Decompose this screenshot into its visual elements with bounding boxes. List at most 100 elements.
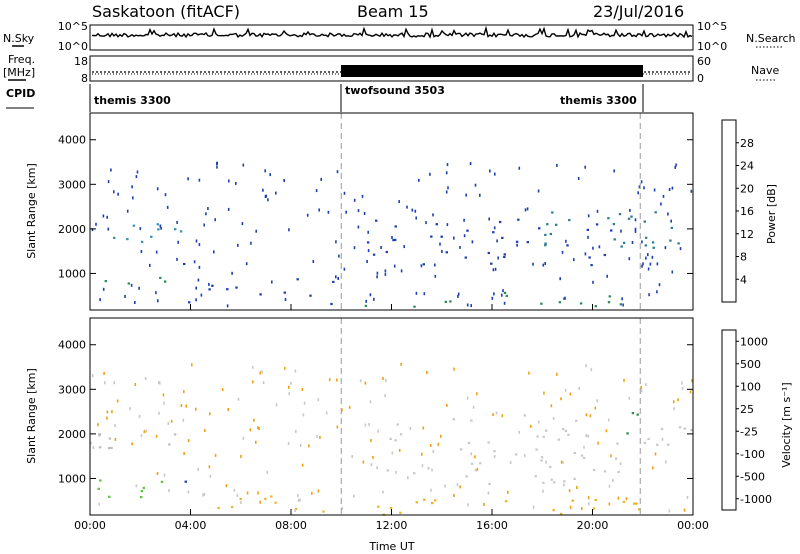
power-scatter-point: [479, 193, 481, 197]
vel-scatter-point: [509, 461, 512, 465]
vel-scatter-point: [596, 399, 598, 403]
vel-scatter-point: [257, 491, 259, 495]
power-scatter-point: [338, 254, 340, 258]
power-scatter-point: [176, 257, 178, 261]
vel-scatter-point: [530, 424, 532, 428]
vel-scatter-point: [214, 453, 217, 457]
power-cell: [174, 228, 177, 231]
vel-scatter-point: [625, 497, 628, 501]
vel-cell: [396, 423, 399, 426]
vel-scatter-point: [140, 434, 143, 438]
vel-scatter-point: [252, 380, 254, 384]
vel-cell: [656, 443, 659, 446]
power-scatter-point: [671, 270, 674, 274]
power-scatter-point: [195, 298, 197, 302]
nsky-tick-low: 10^0: [58, 40, 88, 53]
power-cell: [501, 236, 504, 239]
vel-scatter-point: [249, 428, 252, 432]
power-cell: [503, 291, 507, 294]
vel-scatter-point: [576, 486, 578, 489]
nsearch-tick-high: 10^5: [697, 20, 727, 33]
power-scatter-point: [643, 186, 645, 190]
vel-scatter-point: [545, 460, 547, 464]
vel-cell: [564, 429, 568, 432]
vel-scatter-point: [483, 503, 485, 506]
vel-scatter-point: [113, 381, 115, 385]
vel-cell: [431, 502, 434, 505]
vel-scatter-point: [398, 448, 401, 452]
power-scatter-point: [537, 189, 540, 193]
power-cell: [613, 238, 616, 241]
power-scatter-point: [203, 223, 205, 227]
vel-cell: [622, 500, 626, 503]
vel-scatter-point: [257, 426, 259, 430]
power-cell: [610, 229, 613, 232]
power-scatter-point: [466, 303, 469, 307]
vel-scatter-point: [421, 464, 424, 468]
vel-cell: [536, 435, 539, 438]
nsky-label: N.Sky: [3, 32, 35, 45]
power-scatter-point: [140, 250, 143, 253]
power-scatter-point: [584, 165, 586, 169]
vel-scatter-point: [382, 376, 384, 380]
vel-scatter-point: [240, 454, 242, 458]
vel-scatter-point: [661, 437, 664, 441]
power-cell: [622, 241, 626, 244]
cpid-mode-1: themis 3300: [94, 94, 171, 107]
nsky-tick-high: 10^5: [58, 20, 88, 33]
power-cell: [558, 301, 562, 304]
vel-scatter-point: [578, 387, 580, 390]
vel-cell: [264, 497, 267, 500]
vel-scatter-point: [168, 489, 170, 492]
beam-title: Beam 15: [357, 2, 429, 21]
power-scatter-point: [138, 286, 140, 290]
power-scatter-point: [283, 179, 285, 182]
freq-label: Freq.: [8, 53, 35, 66]
vel-cell: [635, 502, 638, 505]
vel-cell: [592, 507, 596, 510]
vel-scatter-point: [677, 398, 679, 402]
vel-cell: [603, 470, 607, 473]
vel-scatter-point: [409, 427, 412, 430]
power-scatter-point: [107, 180, 110, 184]
power-cbar-tick-label: 8: [740, 251, 747, 264]
vel-scatter-point: [297, 494, 299, 498]
power-scatter-point: [544, 262, 546, 265]
vel-scatter-point: [537, 420, 540, 424]
power-scatter-point: [335, 275, 337, 279]
vel-scatter-point: [422, 426, 425, 430]
power-cell: [566, 244, 569, 247]
power-yticks: 1000 2000 3000 4000: [58, 134, 693, 280]
vel-scatter-point: [114, 424, 116, 427]
vel-cell: [427, 467, 430, 470]
power-scatter-point: [573, 258, 575, 262]
power-scatter-point: [255, 229, 257, 233]
vel-scatter-point: [493, 455, 496, 459]
vel-scatter-point: [588, 502, 590, 506]
power-scatter-point: [164, 193, 167, 197]
power-scatter-point: [690, 189, 693, 193]
power-cell: [422, 263, 425, 266]
vel-scatter-point: [364, 381, 367, 385]
vel-scatter-point: [187, 490, 190, 494]
vel-scatter-point: [382, 490, 384, 494]
power-scatter-point: [124, 294, 126, 298]
vel-cell: [479, 462, 482, 465]
vel-scatter-point: [552, 416, 555, 420]
velocity-colorbar: 1000 500 100 25 -25 -100 -500 -1000: [721, 329, 772, 511]
power-ytick-label: 3000: [58, 178, 86, 191]
vel-cell: [465, 475, 468, 478]
vel-scatter-point: [156, 472, 159, 475]
vel-scatter-point: [299, 498, 301, 502]
vel-scatter-point: [341, 506, 344, 510]
power-scatter-point: [668, 188, 671, 191]
power-scatter-point: [628, 257, 631, 261]
power-scatter-point: [110, 168, 112, 172]
power-scatter-point: [524, 208, 527, 212]
power-cell: [490, 262, 493, 265]
vel-scatter-point: [564, 388, 567, 392]
power-scatter-point: [651, 255, 654, 259]
power-scatter-point: [353, 246, 356, 250]
power-scatter-point: [446, 163, 449, 167]
